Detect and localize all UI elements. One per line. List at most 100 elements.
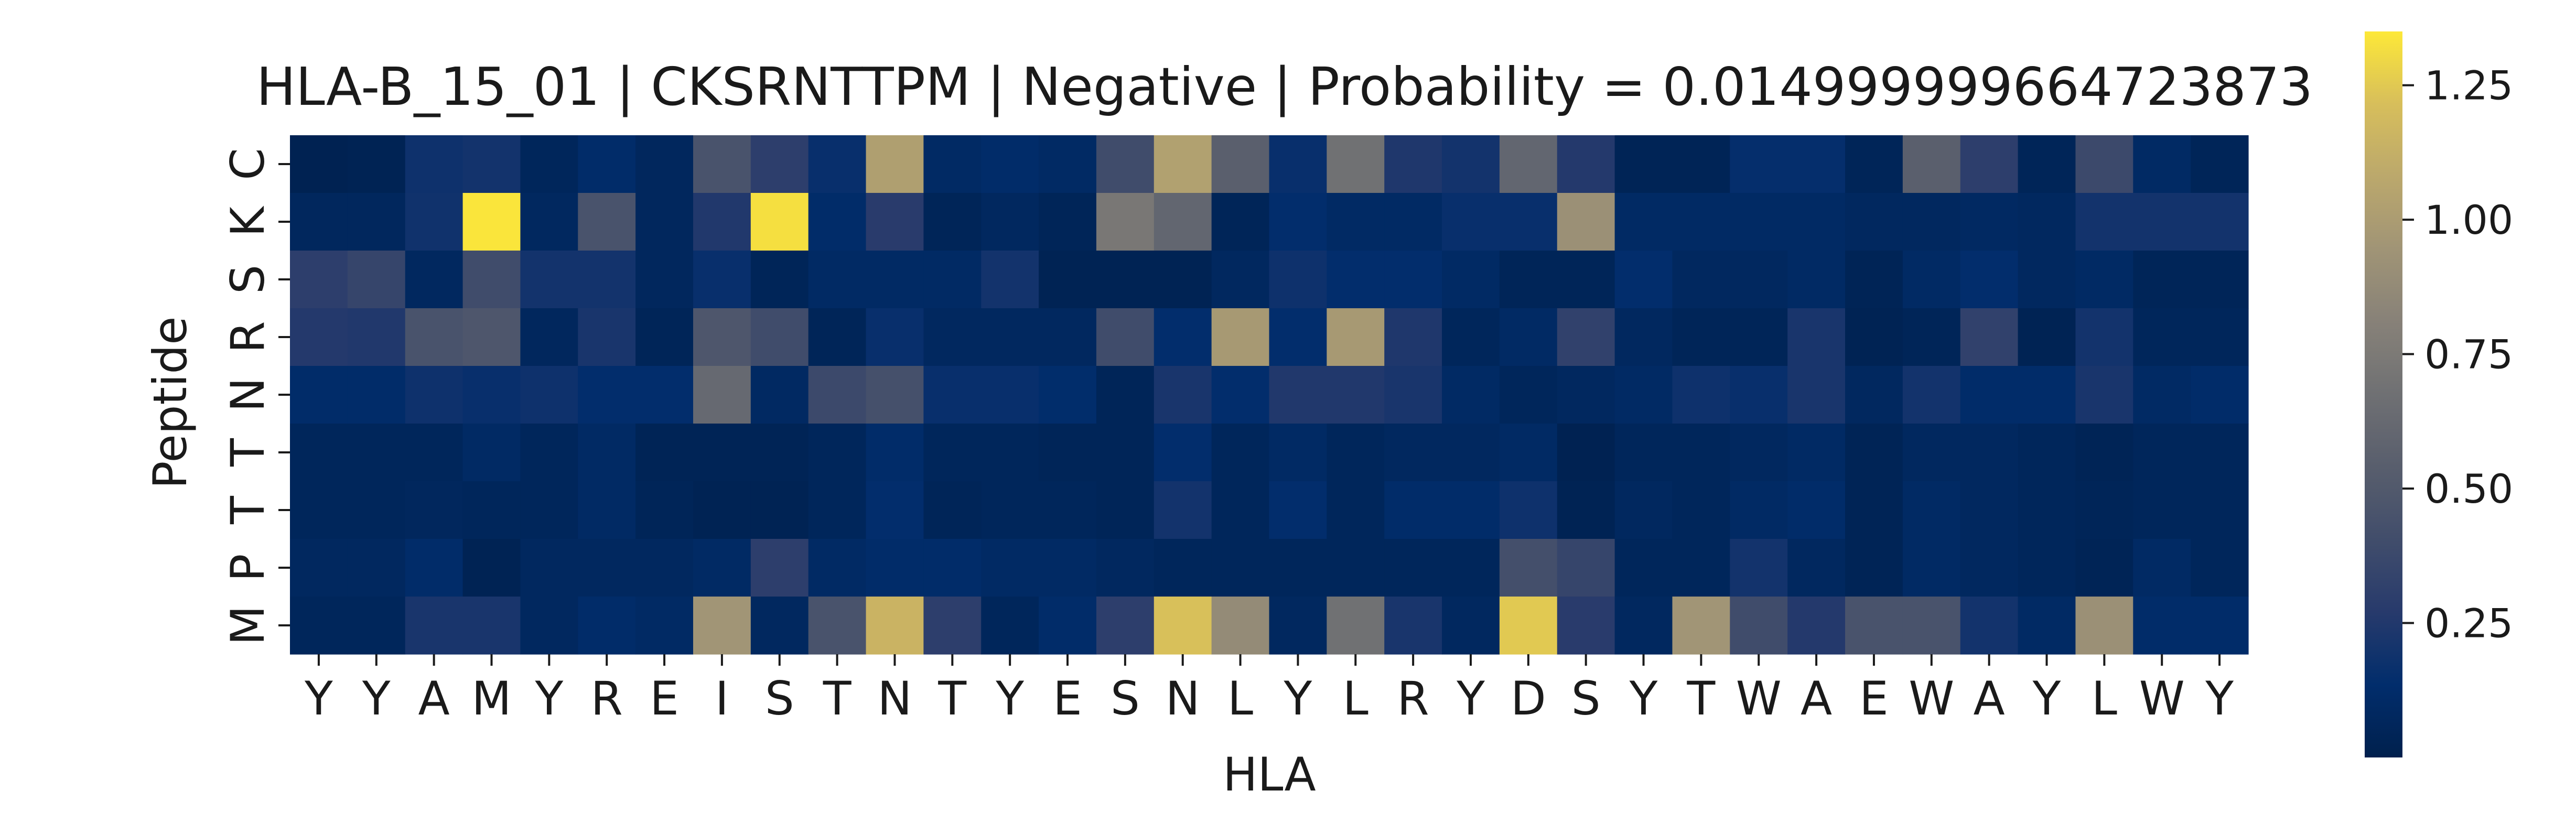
x-tick-label: Y [362, 671, 391, 725]
y-axis-label: Peptide [143, 317, 197, 489]
heatmap-cell [1787, 251, 1846, 309]
heatmap-cell [1211, 366, 1270, 424]
heatmap-cell [1787, 424, 1846, 482]
heatmap-cell [1845, 424, 1903, 482]
heatmap-cell [1499, 366, 1558, 424]
colorbar-tick-label: 1.00 [2424, 197, 2513, 243]
heatmap-cell [693, 424, 751, 482]
heatmap-cell [808, 424, 867, 482]
heatmap-cell [981, 193, 1039, 251]
heatmap-cell [866, 193, 924, 251]
heatmap-cell [1384, 539, 1442, 597]
x-tick-label: S [765, 671, 794, 725]
heatmap-cell [1442, 424, 1500, 482]
x-tick-label: T [937, 671, 967, 725]
heatmap-cell [290, 193, 348, 251]
heatmap-cell [693, 308, 751, 366]
heatmap-cell [2133, 424, 2191, 482]
heatmap-cell [2133, 539, 2191, 597]
heatmap-cell [2018, 193, 2076, 251]
heatmap-cell [866, 424, 924, 482]
heatmap-cell [2018, 424, 2076, 482]
heatmap-cell [1442, 193, 1500, 251]
y-tick-label: C [221, 148, 275, 180]
heatmap-cell [520, 597, 578, 655]
colorbar [2365, 31, 2402, 757]
heatmap-cell [1730, 135, 1788, 193]
heatmap-cell [290, 251, 348, 309]
heatmap-cell [290, 481, 348, 539]
heatmap-cell [750, 424, 809, 482]
x-tick-label: A [1974, 671, 2005, 725]
x-tick-label: T [823, 671, 852, 725]
heatmap-cell [405, 135, 464, 193]
heatmap-cell [750, 193, 809, 251]
heatmap-cell [1672, 193, 1730, 251]
heatmap-cell [1442, 135, 1500, 193]
heatmap-cell [1845, 597, 1903, 655]
heatmap-cell [981, 424, 1039, 482]
heatmap-cell [1096, 135, 1155, 193]
heatmap-cell [808, 308, 867, 366]
heatmap-cell [1845, 539, 1903, 597]
heatmap-cell [290, 539, 348, 597]
heatmap-cell [1269, 193, 1327, 251]
heatmap-cell [1442, 366, 1500, 424]
heatmap-cell [1154, 424, 1212, 482]
heatmap-cell [2133, 308, 2191, 366]
x-tick-label: Y [1284, 671, 1312, 725]
heatmap-cell [462, 135, 521, 193]
x-tick-label: L [1227, 671, 1253, 725]
heatmap-cell [866, 308, 924, 366]
x-tick-label: N [1166, 671, 1200, 725]
heatmap-cell [520, 308, 578, 366]
heatmap-cell [1902, 481, 1961, 539]
heatmap-cell [1499, 539, 1558, 597]
heatmap-cell [2191, 135, 2249, 193]
heatmap-cell [866, 539, 924, 597]
heatmap-cell [1672, 308, 1730, 366]
heatmap-cell [1327, 193, 1385, 251]
heatmap-cell [2018, 135, 2076, 193]
heatmap-cell [1787, 597, 1846, 655]
heatmap-cell [1614, 366, 1673, 424]
heatmap-cell [1039, 597, 1097, 655]
heatmap-cell [866, 597, 924, 655]
heatmap-cell [693, 597, 751, 655]
heatmap-cell [1384, 251, 1442, 309]
x-tick-label: A [418, 671, 450, 725]
heatmap-cell [750, 366, 809, 424]
heatmap-cell [347, 539, 406, 597]
heatmap-cell [1730, 251, 1788, 309]
heatmap-cell [808, 539, 867, 597]
heatmap-cell [1845, 366, 1903, 424]
heatmap-cell [462, 366, 521, 424]
heatmap-cell [1730, 193, 1788, 251]
heatmap-cell [808, 597, 867, 655]
heatmap-cell [1845, 308, 1903, 366]
x-tick-label: A [1801, 671, 1832, 725]
x-tick-label: L [1343, 671, 1368, 725]
heatmap-cell [1557, 193, 1615, 251]
heatmap-cell [1499, 193, 1558, 251]
heatmap-cell [1960, 308, 2019, 366]
x-tick-label: W [2139, 671, 2185, 725]
heatmap-cell [578, 597, 636, 655]
heatmap-cell [2075, 366, 2133, 424]
colorbar-tick-label: 1.25 [2424, 62, 2513, 109]
heatmap-cell [1269, 308, 1327, 366]
heatmap-cell [578, 251, 636, 309]
heatmap-cell [1902, 193, 1961, 251]
heatmap-cell [1499, 424, 1558, 482]
heatmap-cell [1499, 135, 1558, 193]
heatmap-cell [520, 193, 578, 251]
heatmap-cell [1614, 251, 1673, 309]
heatmap-cell [1384, 597, 1442, 655]
heatmap-cell [923, 366, 982, 424]
heatmap-cell [462, 424, 521, 482]
heatmap-cell [866, 135, 924, 193]
heatmap-cell [635, 135, 694, 193]
heatmap-cell [2191, 539, 2249, 597]
heatmap-cell [1960, 366, 2019, 424]
